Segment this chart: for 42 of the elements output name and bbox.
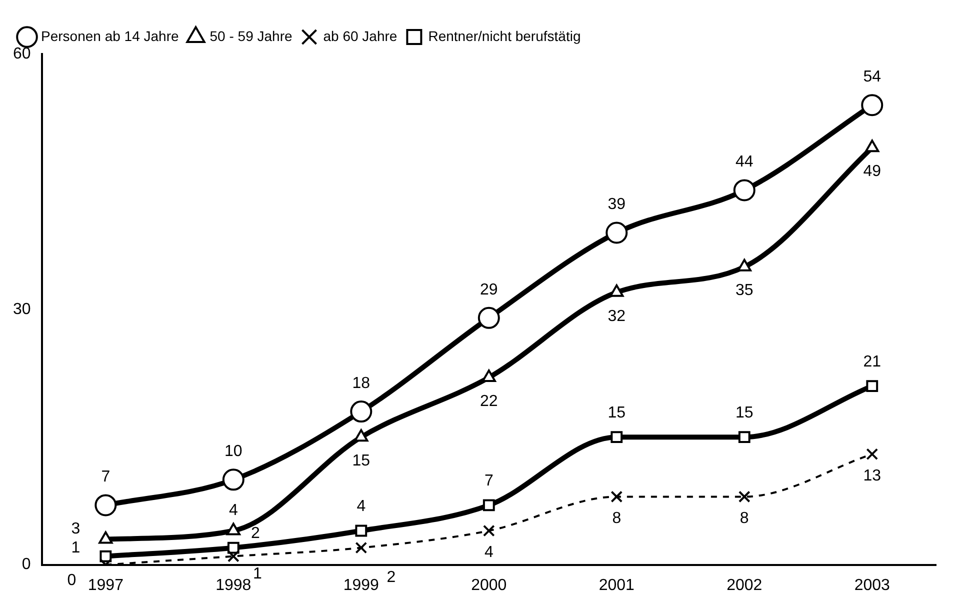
- data-label: 10: [224, 443, 242, 460]
- legend-label: ab 60 Jahre: [323, 28, 398, 44]
- legend-label: Personen ab 14 Jahre: [41, 28, 179, 44]
- data-label: 13: [863, 468, 882, 485]
- data-label: 32: [608, 308, 626, 325]
- data-label: 44: [735, 154, 754, 171]
- data-label: 22: [480, 392, 498, 410]
- x-tick-label: 2001: [598, 576, 635, 594]
- legend-label: 50 - 59 Jahre: [210, 28, 292, 44]
- data-label: 39: [608, 196, 626, 214]
- data-label: 35: [735, 282, 754, 300]
- data-label: 1: [71, 540, 80, 557]
- data-label: 15: [352, 452, 370, 470]
- data-label: 4: [356, 498, 366, 516]
- data-label: 54: [863, 68, 882, 86]
- data-label: 0: [67, 572, 76, 590]
- data-label: 3: [71, 520, 80, 538]
- data-label: 8: [612, 510, 622, 528]
- data-label: 49: [863, 163, 882, 180]
- data-label: 8: [740, 510, 749, 528]
- data-label: 21: [863, 353, 882, 370]
- y-tick-label: 60: [13, 45, 31, 62]
- data-label: 4: [484, 544, 494, 562]
- x-tick-label: 1999: [343, 576, 380, 594]
- legend-label: Rentner/nicht berufstätig: [428, 28, 581, 44]
- data-label: 18: [352, 374, 370, 392]
- data-label: 15: [608, 404, 626, 422]
- data-label: 29: [480, 281, 498, 298]
- data-label: 1: [252, 566, 262, 583]
- x-tick-label: 2003: [854, 576, 890, 594]
- x-tick-label: 1997: [88, 576, 124, 594]
- y-tick-label: 0: [22, 556, 31, 574]
- y-tick-label: 30: [13, 300, 31, 318]
- data-label: 2: [250, 525, 260, 542]
- data-label: 7: [484, 472, 494, 490]
- x-tick-label: 1998: [216, 576, 252, 594]
- data-label: 7: [101, 468, 110, 486]
- x-tick-label: 2000: [471, 576, 507, 594]
- data-label: 2: [386, 569, 396, 586]
- x-tick-label: 2002: [726, 576, 762, 594]
- data-label: 15: [735, 404, 754, 422]
- data-label: 4: [228, 502, 238, 520]
